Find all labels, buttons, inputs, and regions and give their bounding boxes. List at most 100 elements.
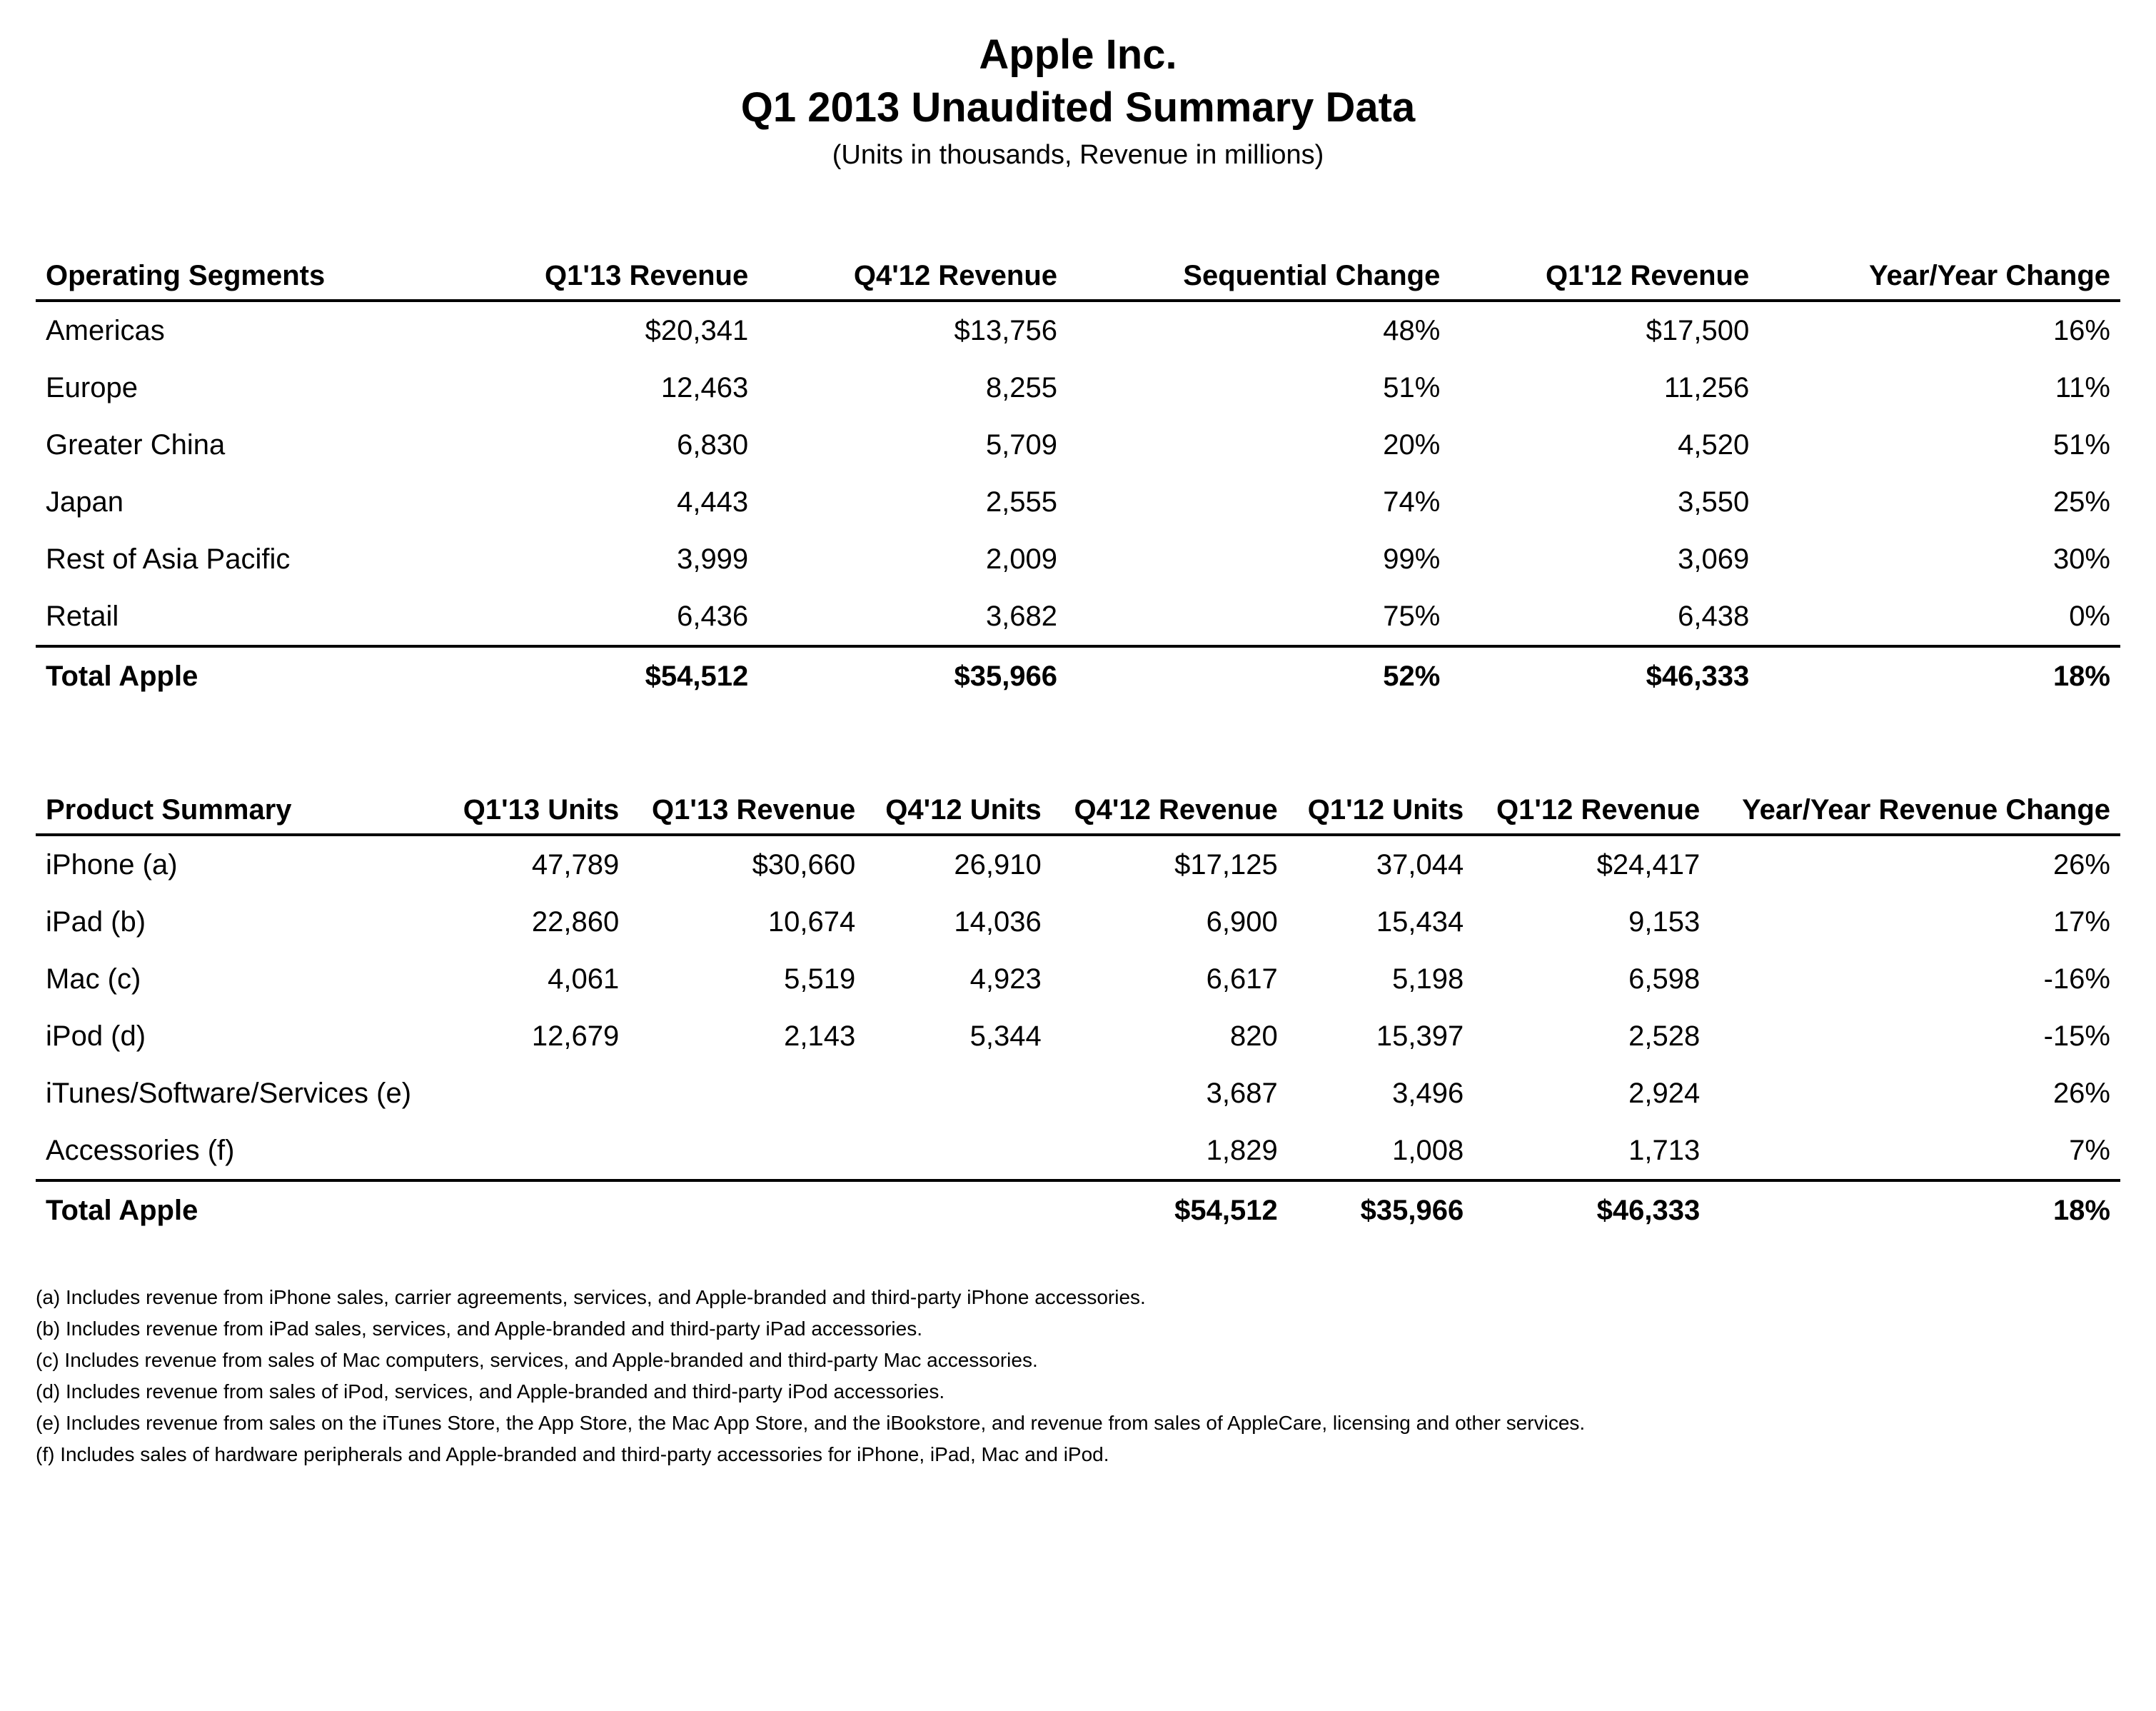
cell: 3,999	[677, 543, 749, 575]
table-row: iPad (b) 22,860 10,674 14,036 6,900 15,434 9,1…	[36, 893, 2120, 950]
table-row: Mac (c) 4,061 5,519 4,923 6,617 5,198 6,598 -16…	[36, 950, 2120, 1008]
table-row: Retail 6,436 3,682 75% 6,438 0%	[36, 588, 2120, 646]
cell: 3,682	[985, 600, 1058, 632]
header: Apple Inc. Q1 2013 Unaudited Summary Dat…	[0, 0, 2156, 171]
cell: 10,674	[767, 905, 856, 938]
cell: $13,756	[954, 314, 1058, 346]
cell: 11%	[2055, 371, 2110, 403]
cell: 51%	[2052, 428, 2110, 461]
footnote: (e) Includes revenue from sales on the i…	[36, 1412, 1586, 1434]
column-header: Sequential Change	[1067, 221, 1451, 302]
cell: 9,153	[1628, 905, 1701, 938]
cell: 48%	[1383, 314, 1441, 346]
cell: 22,860	[531, 905, 620, 938]
cell: $35,966	[758, 645, 1068, 705]
subtitle: Q1 2013 Unaudited Summary Data	[740, 84, 1416, 131]
cell: iPad (b)	[46, 905, 146, 938]
cell: 2,924	[1628, 1077, 1701, 1109]
cell: 37,044	[1376, 848, 1464, 880]
footnote: (b) Includes revenue from iPad sales, se…	[36, 1318, 922, 1340]
table-row: Greater China 6,830 5,709 20% 4,520 51%	[36, 416, 2120, 473]
cell	[443, 1179, 1052, 1239]
cell: 30%	[2052, 543, 2110, 575]
footnote: (d) Includes revenue from sales of iPod,…	[36, 1380, 945, 1403]
column-header: Q1'12 Revenue	[1450, 221, 1760, 302]
cell: 4,923	[969, 963, 1042, 995]
footnotes: (a) Includes revenue from iPhone sales, …	[36, 1282, 2120, 1470]
cell: $54,512	[1051, 1179, 1288, 1239]
cell: $24,417	[1596, 848, 1701, 880]
cell: 3,550	[1678, 486, 1750, 518]
cell: -16%	[2043, 963, 2110, 995]
cell: 1,008	[1392, 1134, 1464, 1166]
table-row: iTunes/Software/Services (e) 3,687 3,496 2,…	[36, 1065, 2120, 1122]
cell: $46,333	[1450, 645, 1760, 705]
cell: 15,434	[1376, 905, 1464, 938]
cell: Total Apple	[36, 1179, 443, 1239]
footnote: (c) Includes revenue from sales of Mac c…	[36, 1349, 1038, 1371]
cell: 1,829	[1206, 1134, 1278, 1166]
table-row: Accessories (f) 1,829 1,008 1,713 7%	[36, 1122, 2120, 1180]
cell: -15%	[2043, 1020, 2110, 1052]
cell: 3,496	[1392, 1077, 1464, 1109]
cell: 16%	[2052, 314, 2110, 346]
cell: 0%	[2069, 600, 2110, 632]
cell: 5,709	[985, 428, 1058, 461]
cell: Europe	[46, 371, 138, 403]
cell: 2,528	[1628, 1020, 1701, 1052]
cell: 75%	[1383, 600, 1441, 632]
cell: 12,463	[660, 371, 749, 403]
cell: 7%	[2069, 1134, 2110, 1166]
column-header: Q1'13 Revenue	[449, 221, 759, 302]
cell: 11,256	[1663, 371, 1750, 403]
cell: Retail	[46, 600, 119, 632]
cell: Americas	[46, 314, 165, 346]
cell: 5,519	[784, 963, 856, 995]
table-row: iPod (d) 12,679 2,143 5,344 820 15,397 2,528 -1…	[36, 1008, 2120, 1065]
footnote: (a) Includes revenue from iPhone sales, …	[36, 1286, 1146, 1308]
column-header: Product Summary	[36, 755, 443, 836]
cell: 2,009	[985, 543, 1058, 575]
data-table: Operating Segments Q1'13 Revenue Q4'12 Rev…	[36, 221, 2120, 705]
cell: Rest of Asia Pacific	[46, 543, 291, 575]
cell: 26,910	[954, 848, 1042, 880]
data-table: Product Summary Q1'13 Units Q1'13 Revenue Q…	[36, 755, 2120, 1239]
table-row: Rest of Asia Pacific 3,999 2,009 99% 3,069 30…	[36, 531, 2120, 588]
cell: 51%	[1383, 371, 1441, 403]
cell: 6,617	[1206, 963, 1278, 995]
cell: 26%	[2052, 1077, 2110, 1109]
column-header: Year/Year Revenue Change	[1710, 755, 2120, 836]
cell: 4,520	[1678, 428, 1750, 461]
cell: 6,598	[1628, 963, 1701, 995]
cell: $46,333	[1474, 1179, 1711, 1239]
tables: Operating Segments Q1'13 Revenue Q4'12 Rev…	[0, 221, 2156, 1239]
title: Apple Inc.	[979, 31, 1177, 78]
cell: $54,512	[449, 645, 759, 705]
cell: 2,555	[985, 486, 1058, 518]
cell	[443, 1065, 1052, 1122]
cell: Mac (c)	[46, 963, 141, 995]
cell: 18%	[1710, 1179, 2120, 1239]
table-row: Americas $20,341 $13,756 48% $17,500 16%	[36, 301, 2120, 359]
table-row: Japan 4,443 2,555 74% 3,550 25%	[36, 473, 2120, 531]
table-row: Europe 12,463 8,255 51% 11,256 11%	[36, 359, 2120, 416]
cell: 4,061	[548, 963, 620, 995]
cell: 14,036	[954, 905, 1042, 938]
cell: $17,125	[1174, 848, 1278, 880]
column-header: Year/Year Change	[1759, 221, 2120, 302]
cell: 5,344	[969, 1020, 1042, 1052]
cell: Japan	[46, 486, 124, 518]
cell: 26%	[2052, 848, 2110, 880]
cell: 1,713	[1628, 1134, 1701, 1166]
column-header: Operating Segments	[36, 221, 450, 302]
cell: Accessories (f)	[46, 1134, 235, 1166]
cell: 6,830	[677, 428, 749, 461]
cell: 20%	[1383, 428, 1441, 461]
cell: 820	[1229, 1020, 1278, 1052]
cell: $30,660	[752, 848, 856, 880]
cell: 17%	[2052, 905, 2110, 938]
cell: Total Apple	[36, 645, 450, 705]
cell: 25%	[2052, 486, 2110, 518]
cell: 2,143	[784, 1020, 856, 1052]
